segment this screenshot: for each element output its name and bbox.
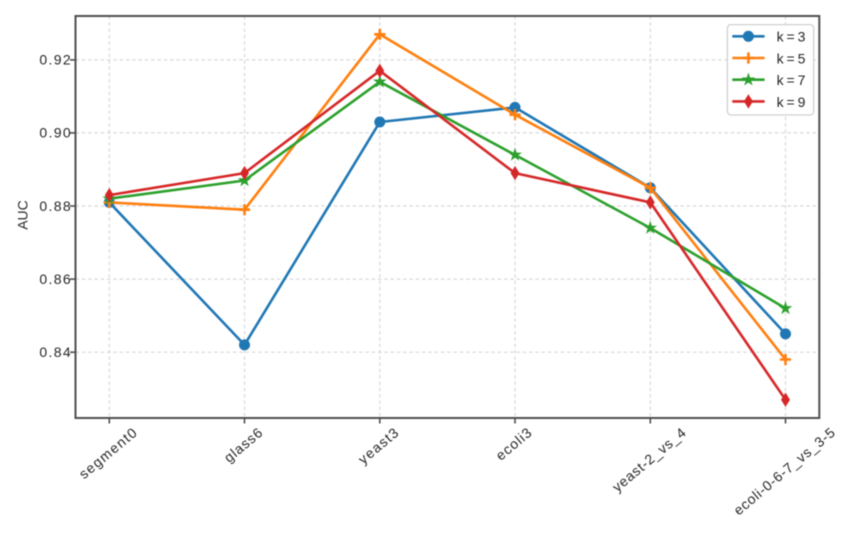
- svg-text:k=3: k=3: [777, 29, 809, 45]
- svg-text:k=5: k=5: [777, 50, 809, 66]
- svg-text:0.90: 0.90: [39, 125, 72, 141]
- svg-text:0.88: 0.88: [39, 198, 72, 214]
- svg-text:AUC: AUC: [14, 200, 30, 230]
- svg-text:0.84: 0.84: [39, 344, 72, 360]
- svg-text:0.86: 0.86: [39, 271, 72, 287]
- svg-text:k=9: k=9: [777, 94, 809, 110]
- svg-text:0.92: 0.92: [39, 52, 72, 68]
- svg-text:k=7: k=7: [777, 72, 809, 88]
